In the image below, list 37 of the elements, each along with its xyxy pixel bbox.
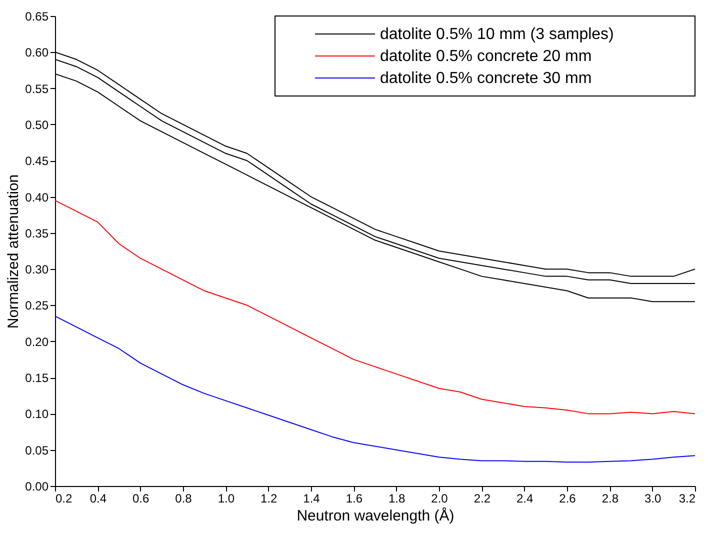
x-tick-label: 0.8 [175, 492, 192, 506]
y-tick-label: 0.60 [25, 46, 49, 60]
x-tick-label: 1.4 [303, 492, 320, 506]
y-tick-label: 0.20 [25, 334, 49, 349]
y-tick-label: 0.55 [25, 82, 49, 96]
legend-label: datolite 0.5% 10 mm (3 samples) [380, 26, 614, 43]
y-tick-label: 0.50 [25, 118, 49, 132]
x-tick-label: 0.6 [132, 492, 150, 506]
y-tick-label: 0.40 [25, 190, 49, 204]
y-axis-title: Normalized attenuation [5, 174, 22, 329]
x-tick-label: 0.2 [56, 492, 73, 506]
x-axis-title: Neutron wavelength (Å) [296, 506, 454, 524]
y-tick-label: 0.65 [25, 10, 49, 24]
y-tick-label: 0.30 [25, 262, 49, 277]
y-tick-label: 0.10 [25, 407, 49, 422]
y-tick-label: 0.35 [25, 226, 49, 240]
x-tick-label: 2.6 [559, 492, 576, 506]
x-tick-label: 2.4 [516, 492, 534, 506]
line-series [55, 316, 695, 463]
x-tick-label: 2.0 [431, 492, 448, 506]
x-tick-label: 2.8 [602, 492, 619, 506]
x-tick-label: 3.0 [644, 492, 662, 506]
y-tick-label: 0.00 [25, 480, 49, 494]
line-series [55, 200, 695, 414]
y-tick-label: 0.15 [25, 371, 49, 386]
y-tick-label: 0.05 [25, 443, 49, 458]
legend-label: datolite 0.5% concrete 30 mm [380, 70, 592, 87]
x-tick-label: 2.2 [474, 492, 491, 506]
y-tick-label: 0.45 [25, 154, 49, 168]
y-tick-label: 0.25 [25, 298, 49, 313]
x-tick-label: 3.2 [678, 492, 696, 506]
x-tick-label: 1.0 [218, 492, 235, 506]
x-tick-label: 0.4 [90, 492, 107, 506]
x-tick-label: 1.6 [346, 492, 363, 506]
legend-label: datolite 0.5% concrete 20 mm [380, 48, 592, 65]
x-tick-label: 1.8 [388, 492, 406, 506]
x-tick-label: 1.2 [260, 492, 278, 506]
